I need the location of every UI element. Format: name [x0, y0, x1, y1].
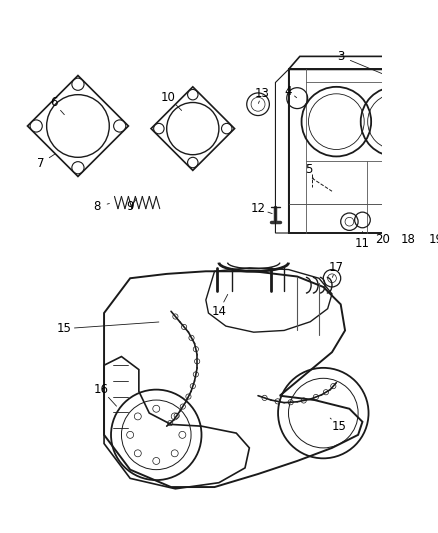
- Text: 11: 11: [355, 237, 370, 250]
- Text: 19: 19: [429, 232, 438, 246]
- Text: 9: 9: [127, 200, 134, 213]
- Text: 5: 5: [305, 163, 312, 176]
- Text: 15: 15: [57, 322, 71, 335]
- Text: 12: 12: [251, 202, 265, 215]
- Text: 18: 18: [401, 232, 416, 246]
- Text: 13: 13: [255, 87, 270, 100]
- Text: 16: 16: [94, 383, 109, 396]
- Text: 17: 17: [329, 261, 344, 274]
- Text: 6: 6: [50, 96, 57, 109]
- Text: 4: 4: [285, 85, 292, 98]
- Text: 14: 14: [212, 305, 226, 318]
- Text: 15: 15: [332, 419, 346, 433]
- Text: 7: 7: [37, 157, 44, 170]
- Text: 3: 3: [337, 50, 344, 63]
- Text: 20: 20: [375, 232, 390, 246]
- Text: 8: 8: [93, 200, 101, 213]
- Text: 10: 10: [161, 91, 176, 104]
